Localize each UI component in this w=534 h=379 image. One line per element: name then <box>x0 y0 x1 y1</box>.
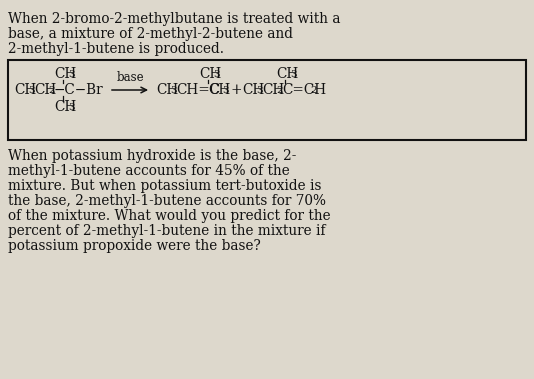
Text: −C−Br: −C−Br <box>54 83 104 97</box>
Text: base: base <box>116 71 144 84</box>
Text: 3: 3 <box>290 70 296 79</box>
Text: 3: 3 <box>222 86 229 95</box>
Text: 3: 3 <box>170 86 177 95</box>
Text: +: + <box>230 83 241 97</box>
Text: C=CH: C=CH <box>282 83 326 97</box>
Text: When potassium hydroxide is the base, 2-: When potassium hydroxide is the base, 2- <box>8 149 296 163</box>
Text: 2: 2 <box>48 86 54 95</box>
Text: CH: CH <box>199 67 221 81</box>
Text: CH: CH <box>242 83 264 97</box>
Text: CH=C: CH=C <box>176 83 220 97</box>
Text: CH: CH <box>14 83 36 97</box>
Text: CH: CH <box>262 83 284 97</box>
Text: potassium propoxide were the base?: potassium propoxide were the base? <box>8 239 261 253</box>
Text: of the mixture. What would you predict for the: of the mixture. What would you predict f… <box>8 209 331 223</box>
Text: methyl-1-butene accounts for 45% of the: methyl-1-butene accounts for 45% of the <box>8 164 290 178</box>
Text: 3: 3 <box>28 86 35 95</box>
Text: 2: 2 <box>310 86 317 95</box>
Text: CH: CH <box>34 83 56 97</box>
Text: 2: 2 <box>276 86 282 95</box>
Text: 3: 3 <box>68 103 75 112</box>
Text: 3: 3 <box>256 86 263 95</box>
Text: 2-methyl-1-butene is produced.: 2-methyl-1-butene is produced. <box>8 42 224 56</box>
Text: When 2-bromo-2-methylbutane is treated with a: When 2-bromo-2-methylbutane is treated w… <box>8 12 341 26</box>
Text: 3: 3 <box>68 70 75 79</box>
Text: 3: 3 <box>213 70 219 79</box>
Text: percent of 2-methyl-1-butene in the mixture if: percent of 2-methyl-1-butene in the mixt… <box>8 224 326 238</box>
Text: CH: CH <box>156 83 178 97</box>
Text: base, a mixture of 2-methyl-2-butene and: base, a mixture of 2-methyl-2-butene and <box>8 27 293 41</box>
Text: CH: CH <box>208 83 230 97</box>
Bar <box>8 60 526 140</box>
Text: CH: CH <box>276 67 299 81</box>
Text: CH: CH <box>54 67 76 81</box>
Text: CH: CH <box>54 100 76 114</box>
Text: the base, 2-methyl-1-butene accounts for 70%: the base, 2-methyl-1-butene accounts for… <box>8 194 326 208</box>
Text: mixture. But when potassium tert-butoxide is: mixture. But when potassium tert-butoxid… <box>8 179 321 193</box>
